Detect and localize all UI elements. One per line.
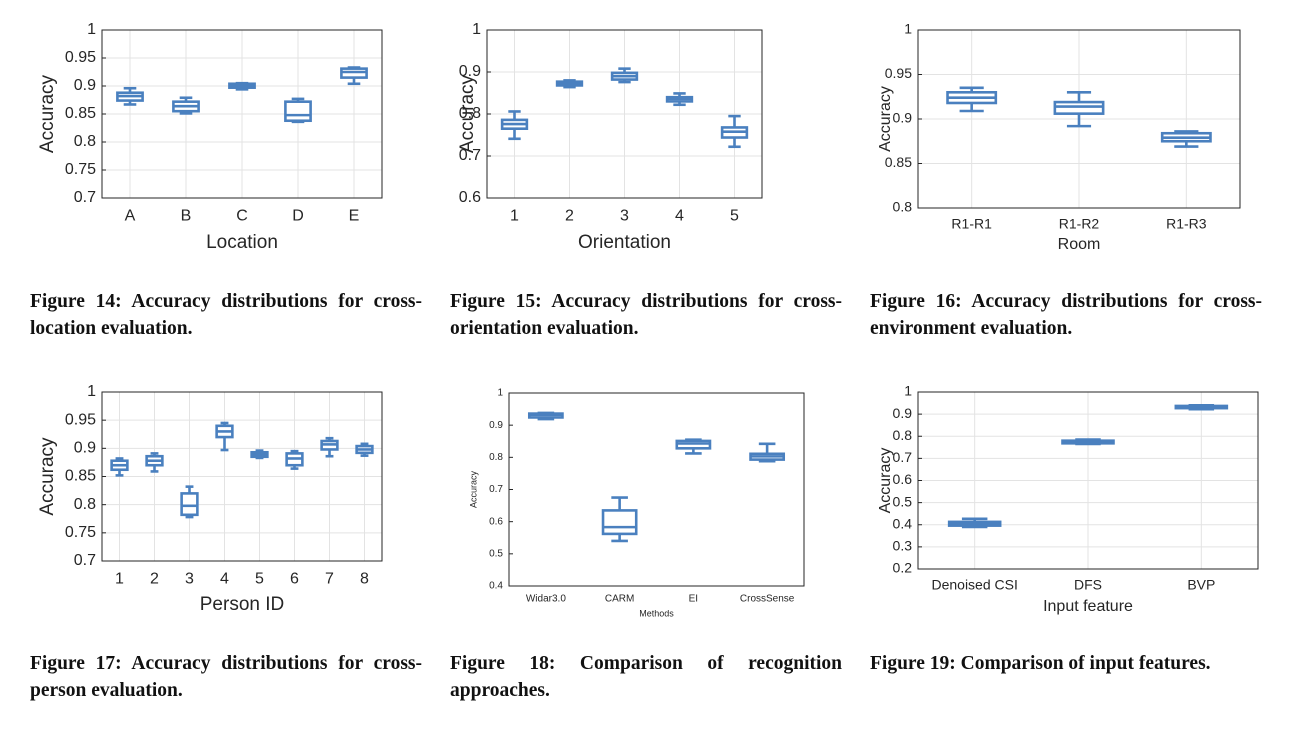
- box: [601, 509, 638, 536]
- y-tick-label: 0.85: [885, 154, 912, 170]
- y-tick-label: 0.9: [893, 110, 913, 126]
- y-axis-label: Accuracy: [877, 86, 894, 152]
- y-axis-label: Accuracy: [37, 74, 58, 153]
- x-tick-label: 3: [185, 571, 194, 588]
- caption: Figure 18: Comparison of recognition app…: [450, 653, 842, 701]
- y-tick-label: 0.7: [74, 189, 96, 206]
- x-axis-label: Room: [1058, 236, 1101, 253]
- y-tick-label: 0.6: [489, 516, 503, 527]
- box: [1053, 100, 1105, 115]
- x-tick-label: 4: [675, 208, 684, 225]
- x-tick-label: R1-R1: [951, 215, 992, 231]
- y-tick-label: 0.3: [893, 538, 913, 554]
- caption: Figure 14: Accuracy distributions for cr…: [30, 291, 422, 339]
- y-tick-label: 0.4: [489, 581, 503, 592]
- y-tick-label: 0.9: [459, 63, 481, 80]
- y-tick-label: 0.7: [459, 147, 481, 164]
- y-tick-label: 0.8: [459, 105, 481, 122]
- y-tick-label: 0.7: [489, 484, 503, 495]
- y-tick-label: 0.7: [74, 552, 96, 569]
- y-tick-label: 0.2: [893, 560, 913, 576]
- y-tick-label: 0.9: [74, 77, 96, 94]
- x-axis-label: Input feature: [1043, 598, 1133, 615]
- x-tick-label: 7: [325, 571, 334, 588]
- y-axis-label: Accuracy: [457, 74, 478, 153]
- y-tick-label: 0.95: [885, 65, 912, 81]
- x-tick-label: 6: [290, 571, 299, 588]
- y-tick-label: 0.8: [74, 133, 96, 150]
- x-tick-label: CrossSense: [740, 594, 795, 605]
- x-tick-label: R1-R3: [1166, 215, 1207, 231]
- x-tick-label: B: [181, 208, 192, 225]
- x-tick-label: 3: [620, 208, 629, 225]
- y-tick-label: 0.8: [489, 452, 503, 463]
- axes-box: [917, 29, 1241, 209]
- axes-box: [486, 29, 763, 199]
- y-tick-label: 0.5: [893, 493, 913, 509]
- x-tick-label: EI: [689, 594, 698, 605]
- y-tick-label: 1: [87, 21, 96, 38]
- y-tick-label: 1: [87, 383, 96, 400]
- x-tick-label: 4: [220, 571, 229, 588]
- y-tick-label: 0.8: [893, 199, 913, 215]
- x-tick-label: BVP: [1187, 576, 1215, 592]
- caption: Figure 17: Accuracy distributions for cr…: [30, 653, 422, 701]
- y-tick-label: 1: [472, 21, 481, 38]
- box: [284, 100, 312, 123]
- x-tick-label: 8: [360, 571, 369, 588]
- x-tick-label: D: [292, 208, 304, 225]
- plot-area: [509, 393, 804, 586]
- axes-box: [917, 391, 1259, 570]
- y-tick-label: 0.9: [74, 440, 96, 457]
- y-tick-label: 0.7: [893, 449, 913, 465]
- x-tick-label: Widar3.0: [526, 594, 566, 605]
- axes-box: [101, 29, 383, 199]
- caption: Figure 15: Accuracy distributions for cr…: [450, 291, 842, 339]
- x-tick-label: C: [236, 208, 248, 225]
- x-tick-label: 2: [150, 571, 159, 588]
- y-axis-label: Accuracy: [37, 437, 58, 516]
- y-tick-label: 0.6: [893, 471, 913, 487]
- y-tick-label: 0.85: [65, 468, 96, 485]
- y-tick-label: 1: [904, 383, 912, 399]
- axes-box: [101, 391, 383, 562]
- x-tick-label: A: [125, 208, 136, 225]
- x-tick-label: 5: [255, 571, 264, 588]
- y-tick-label: 0.85: [65, 105, 96, 122]
- y-tick-label: 0.8: [893, 427, 913, 443]
- y-tick-label: 0.75: [65, 524, 96, 541]
- x-tick-label: 2: [565, 208, 574, 225]
- x-tick-label: Denoised CSI: [931, 576, 1017, 592]
- x-axis-label: Orientation: [578, 232, 671, 253]
- y-tick-label: 0.6: [459, 189, 481, 206]
- y-tick-label: 0.5: [489, 548, 503, 559]
- y-tick-label: 0.9: [489, 420, 503, 431]
- y-tick-label: 0.95: [65, 49, 96, 66]
- x-tick-label: E: [349, 208, 360, 225]
- x-axis-label: Methods: [639, 608, 674, 618]
- x-tick-label: 1: [115, 571, 124, 588]
- caption: Figure 16: Accuracy distributions for cr…: [870, 291, 1262, 339]
- x-tick-label: DFS: [1074, 576, 1102, 592]
- x-tick-label: 1: [510, 208, 519, 225]
- y-axis-label: Accuracy: [468, 470, 478, 508]
- box: [180, 492, 199, 517]
- y-tick-label: 0.75: [65, 161, 96, 178]
- y-tick-label: 0.95: [65, 411, 96, 428]
- y-tick-label: 0.9: [893, 405, 913, 421]
- x-tick-label: R1-R2: [1059, 215, 1100, 231]
- axes-box: [508, 392, 805, 587]
- y-tick-label: 0.4: [893, 515, 913, 531]
- caption: Figure 19: Comparison of input features.: [870, 653, 1211, 674]
- x-axis-label: Location: [206, 232, 278, 253]
- x-tick-label: 5: [730, 208, 739, 225]
- y-tick-label: 1: [497, 388, 503, 399]
- y-axis-label: Accuracy: [877, 448, 894, 514]
- y-tick-label: 1: [904, 21, 912, 37]
- y-tick-label: 0.8: [74, 496, 96, 513]
- x-tick-label: CARM: [605, 594, 634, 605]
- x-axis-label: Person ID: [200, 594, 284, 615]
